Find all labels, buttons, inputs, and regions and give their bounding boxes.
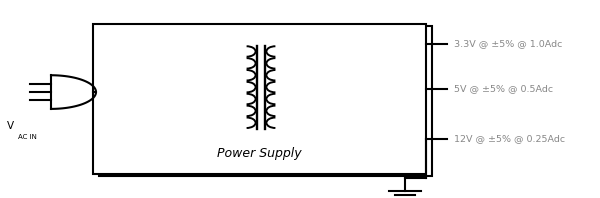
Text: 5V @ ±5% @ 0.5Adc: 5V @ ±5% @ 0.5Adc xyxy=(454,85,553,94)
Text: AC IN: AC IN xyxy=(18,134,37,140)
Bar xyxy=(93,24,426,174)
Text: Power Supply: Power Supply xyxy=(217,147,302,160)
Text: 12V @ ±5% @ 0.25Adc: 12V @ ±5% @ 0.25Adc xyxy=(454,134,565,143)
Text: V: V xyxy=(7,121,14,131)
Text: 3.3V @ ±5% @ 1.0Adc: 3.3V @ ±5% @ 1.0Adc xyxy=(454,39,563,48)
Bar xyxy=(99,26,432,176)
